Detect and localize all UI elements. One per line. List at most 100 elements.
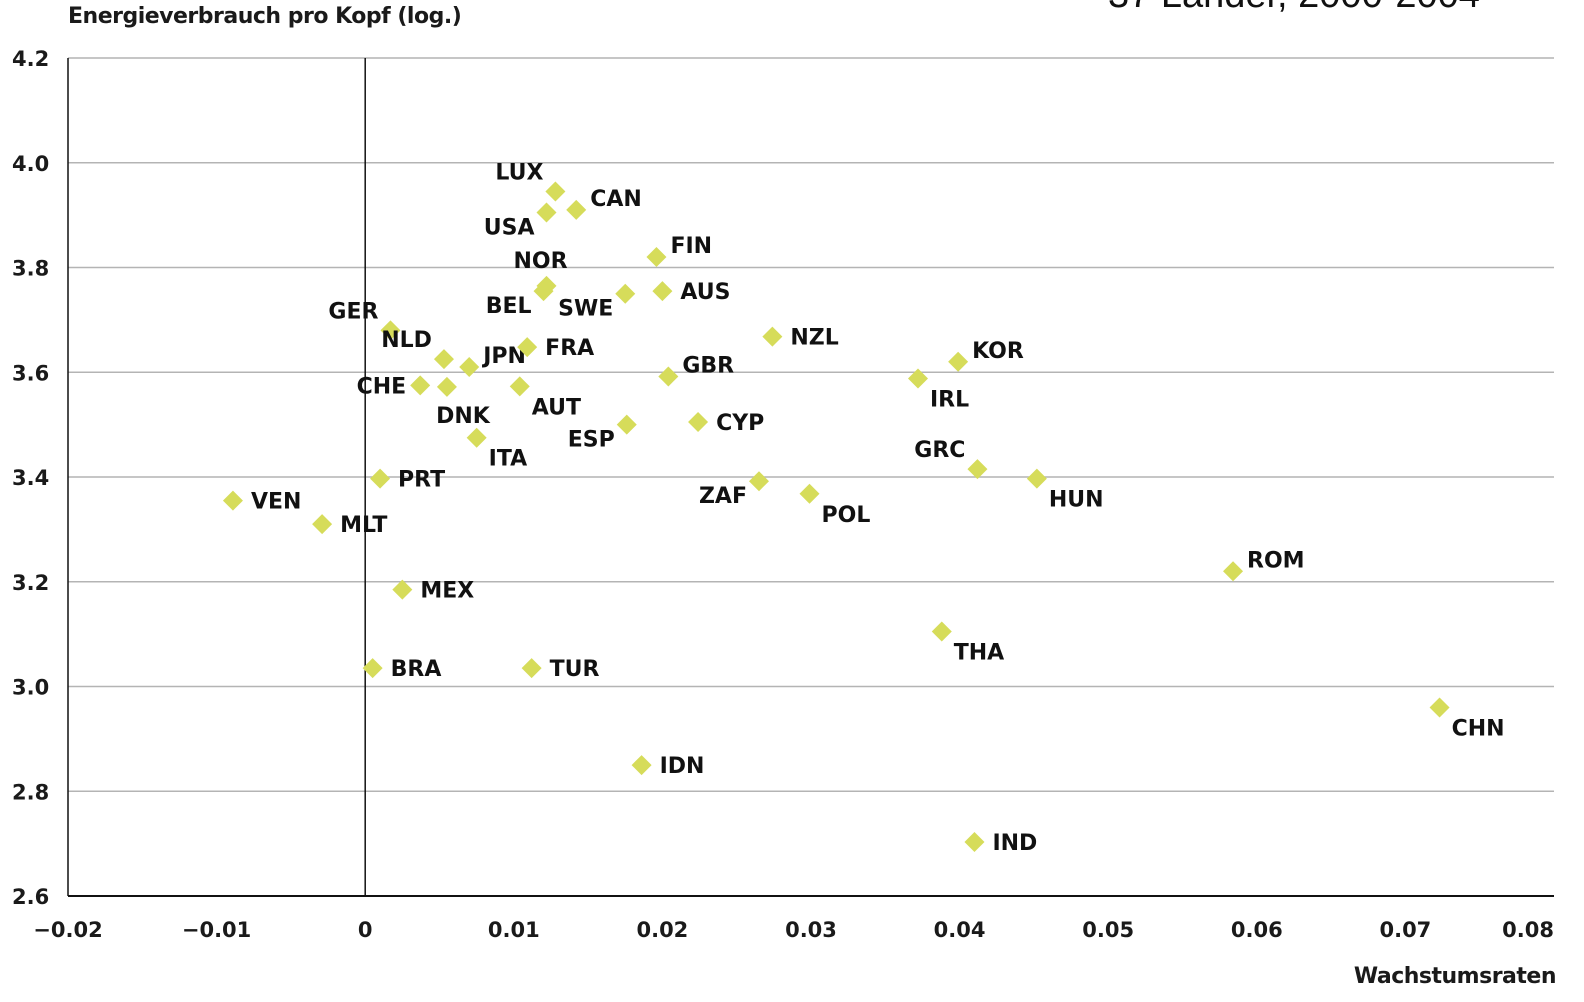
point-label-usa: USA	[484, 216, 535, 241]
point-label-lux: LUX	[495, 161, 543, 186]
grid-lines	[68, 57, 1554, 792]
y-tick-label: 2.6	[12, 885, 49, 909]
data-point-pol	[799, 483, 820, 504]
data-point-che	[410, 375, 431, 396]
data-point-bra	[362, 658, 383, 679]
data-point-cyp	[688, 412, 709, 433]
data-point-irl	[907, 368, 928, 389]
y-tick-label: 3.0	[12, 676, 49, 700]
point-label-pol: POL	[822, 503, 871, 528]
data-point-hun	[1026, 468, 1047, 489]
data-point-fra	[517, 337, 538, 358]
data-point-tha	[931, 621, 952, 642]
axes	[67, 58, 1554, 897]
point-label-chn: CHN	[1452, 716, 1505, 741]
x-tick-label: 0.08	[1502, 918, 1554, 942]
tick-labels: 2.6 2.8 3.0 3.2 3.4 3.6 3.8 4.0 4.2 −0.02 −0.01 0 0.…	[12, 47, 1554, 942]
data-point-bel	[533, 281, 554, 302]
data-point-dnk	[436, 376, 457, 397]
point-label-swe: SWE	[558, 297, 613, 322]
x-tick-label: 0.04	[934, 918, 986, 942]
point-label-bel: BEL	[486, 294, 532, 319]
point-label-che: CHE	[357, 374, 407, 399]
point-label-aut: AUT	[532, 395, 581, 420]
data-point-usa	[536, 202, 557, 223]
data-point-swe	[615, 283, 636, 304]
point-label-prt: PRT	[398, 468, 445, 493]
data-point-chn	[1429, 697, 1450, 718]
data-point-mex	[392, 579, 413, 600]
data-point-nld	[433, 349, 454, 370]
data-point-gbr	[658, 366, 679, 387]
x-axis-title: Wachstumsraten	[1353, 964, 1557, 989]
data-point-fin	[646, 247, 667, 268]
point-label-nor: NOR	[513, 249, 567, 274]
x-tick-label: −0.02	[33, 918, 102, 942]
point-label-rom: ROM	[1247, 548, 1305, 573]
data-point-esp	[616, 414, 637, 435]
y-tick-label: 3.4	[12, 466, 49, 490]
data-point-can	[566, 199, 587, 220]
data-point-prt	[370, 468, 391, 489]
point-label-fin: FIN	[670, 234, 712, 259]
data-point-ind	[964, 832, 985, 853]
point-label-esp: ESP	[568, 428, 615, 453]
data-point-ita	[466, 427, 487, 448]
x-tick-label: −0.01	[182, 918, 251, 942]
x-tick-label: 0.06	[1231, 918, 1283, 942]
y-tick-label: 3.6	[12, 361, 49, 385]
chart-title: 37 Länder, 2000-2004	[1108, 0, 1480, 17]
point-label-mex: MEX	[420, 579, 474, 604]
point-label-can: CAN	[590, 187, 642, 212]
point-label-ven: VEN	[251, 490, 301, 515]
x-tick-label: 0	[358, 918, 373, 942]
point-label-gbr: GBR	[682, 353, 734, 378]
data-point-ven	[222, 490, 243, 511]
point-label-ita: ITA	[489, 447, 528, 472]
point-label-tur: TUR	[550, 657, 600, 682]
data-point-rom	[1223, 561, 1244, 582]
point-label-nzl: NZL	[790, 326, 838, 351]
y-axis-title: Energieverbrauch pro Kopf (log.)	[68, 4, 462, 29]
data-point-aus	[652, 281, 673, 302]
data-point-tur	[521, 658, 542, 679]
data-point-kor	[948, 351, 969, 372]
x-tick-label: 0.05	[1082, 918, 1134, 942]
y-tick-label: 4.0	[12, 152, 49, 176]
point-label-tha: THA	[954, 641, 1004, 666]
point-label-bra: BRA	[391, 657, 442, 682]
x-tick-label: 0.02	[636, 918, 688, 942]
point-label-ger: GER	[328, 299, 378, 324]
point-label-aus: AUS	[680, 280, 730, 305]
x-tick-label: 0.07	[1379, 918, 1431, 942]
data-point-ger	[380, 320, 401, 341]
point-label-cyp: CYP	[716, 411, 764, 436]
data-point-idn	[631, 755, 652, 776]
data-point-lux	[545, 181, 566, 202]
point-label-dnk: DNK	[436, 404, 491, 429]
data-point-grc	[967, 459, 988, 480]
point-label-grc: GRC	[914, 438, 965, 463]
data-point-aut	[509, 376, 530, 397]
point-label-nld: NLD	[381, 328, 432, 353]
point-label-irl: IRL	[930, 388, 969, 413]
point-label-kor: KOR	[972, 339, 1024, 364]
data-point-jpn	[459, 357, 480, 378]
y-tick-label: 4.2	[12, 47, 49, 71]
point-label-hun: HUN	[1049, 488, 1104, 513]
data-point-mlt	[312, 514, 333, 535]
point-label-fra: FRA	[545, 336, 594, 361]
x-tick-label: 0.01	[488, 918, 540, 942]
y-tick-label: 2.8	[12, 780, 49, 804]
x-tick-label: 0.03	[785, 918, 837, 942]
point-label-ind: IND	[992, 831, 1037, 856]
point-label-zaf: ZAF	[699, 484, 747, 509]
y-tick-label: 3.2	[12, 571, 49, 595]
data-point-zaf	[748, 471, 769, 492]
y-tick-label: 3.8	[12, 257, 49, 281]
point-label-idn: IDN	[660, 754, 705, 779]
point-label-mlt: MLT	[340, 513, 387, 538]
data-point-nzl	[762, 326, 783, 347]
